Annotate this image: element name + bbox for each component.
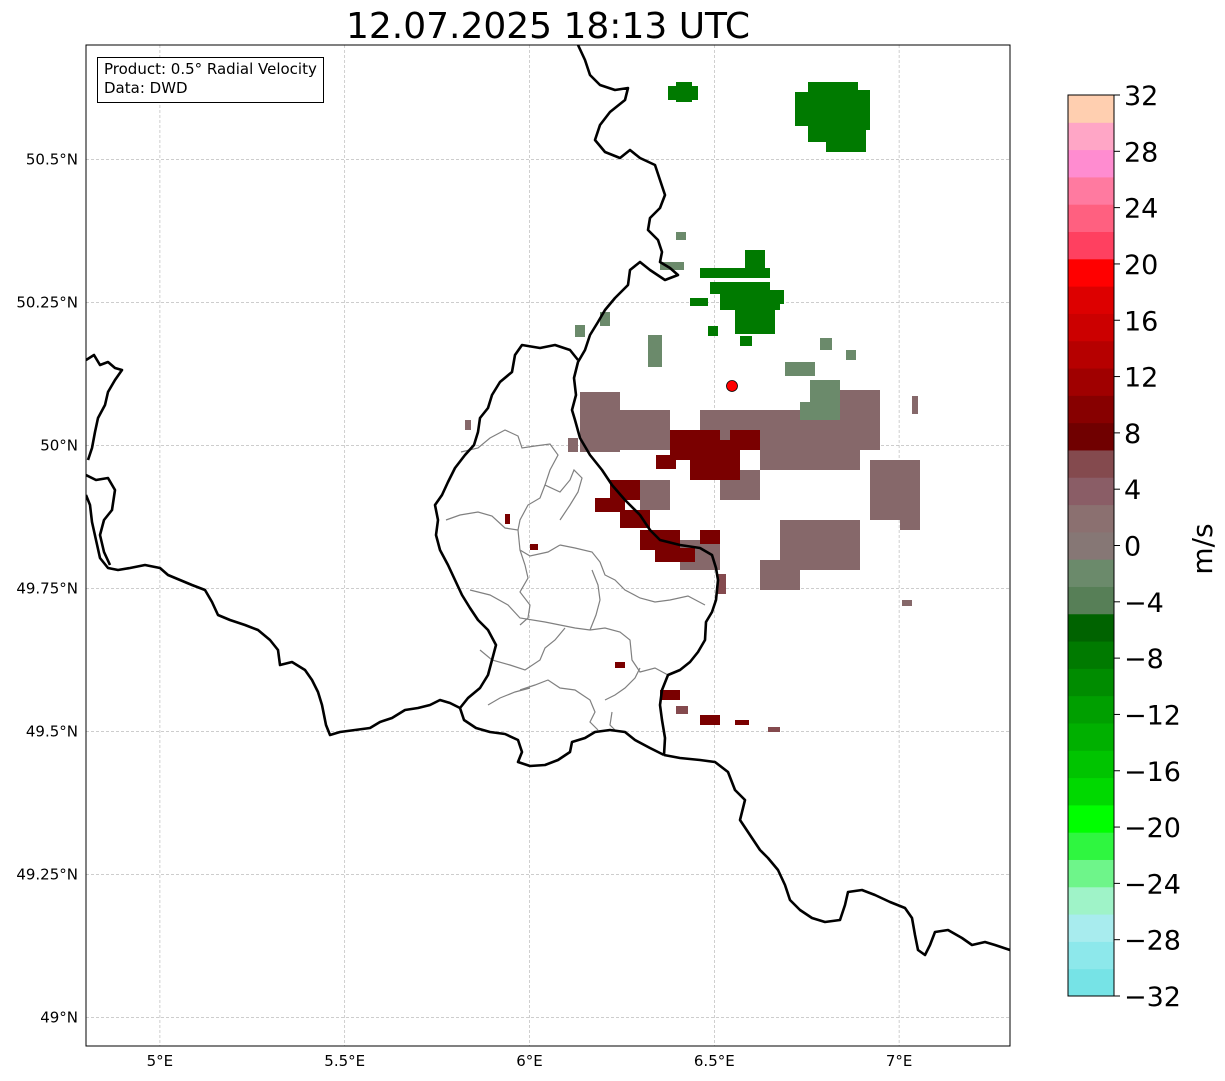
product-label: Product: 0.5° Radial Velocity (104, 60, 317, 78)
lon-tick-label: 6°E (516, 1052, 543, 1070)
colorbar-segment (1068, 531, 1114, 560)
colorbar-tick-label: 8 (1124, 419, 1141, 450)
colorbar-segment (1068, 750, 1114, 779)
lat-tick-label: 50.5°N (26, 150, 78, 168)
radar-site-marker (726, 380, 738, 392)
colorbar-segment (1068, 941, 1114, 970)
national-borders (86, 45, 1010, 957)
map-frame (85, 44, 1011, 1047)
lat-tick-label: 49°N (40, 1008, 78, 1026)
colorbar-segment (1068, 886, 1114, 915)
colorbar-segment (1068, 477, 1114, 506)
colorbar-tick-label: −12 (1124, 700, 1181, 731)
colorbar-tick-label: −4 (1124, 588, 1164, 619)
weak-inbound-echoes (575, 232, 856, 422)
colorbar-segment (1068, 832, 1114, 860)
colorbar-segment (1068, 641, 1114, 669)
inbound-echoes-north (668, 82, 870, 346)
velocity-echoes (465, 82, 920, 732)
colorbar-tick-label: 20 (1124, 250, 1158, 281)
colorbar-segment (1068, 968, 1114, 997)
colorbar-tick-label: 24 (1124, 194, 1158, 225)
lon-tick-label: 7°E (886, 1052, 913, 1070)
colorbar-segment (1068, 368, 1114, 396)
colorbar-segment (1068, 504, 1114, 533)
colorbar-tick-label: −28 (1124, 926, 1181, 957)
colorbar-segment (1068, 340, 1114, 369)
colorbar-segment (1068, 722, 1114, 751)
colorbar-tick-label: −24 (1124, 869, 1181, 900)
colorbar-tick-label: 4 (1124, 475, 1141, 506)
colorbar-tick-label: −8 (1124, 644, 1164, 675)
colorbar-segment (1068, 695, 1114, 724)
colorbar-segment (1068, 859, 1114, 888)
lat-tick-label: 49.75°N (16, 579, 78, 597)
colorbar-segment (1068, 777, 1114, 806)
strong-outbound-echoes (505, 430, 760, 725)
weak-outbound-echoes (465, 390, 920, 606)
lat-tick-label: 50°N (40, 436, 78, 454)
colorbar-segment (1068, 231, 1114, 260)
colorbar-ticks: −32 −28 −24 −20 −16 −12 −8 −4 0 4 8 12 16 20 24 28 32 (1114, 81, 1181, 1013)
tick-labels: 5°E 5.5°E 6°E 6.5°E 7°E 49°N 49.25°N 49.5°N 49.7… (16, 150, 912, 1070)
colorbar-segment (1068, 95, 1114, 123)
colorbar-segment (1068, 258, 1114, 287)
colorbar-segment (1068, 149, 1114, 178)
colorbar-segment (1068, 395, 1114, 424)
colorbar-segments (1068, 95, 1114, 997)
colorbar-segment (1068, 586, 1114, 615)
colorbar-tick-label: 12 (1124, 363, 1158, 394)
lat-tick-label: 49.5°N (26, 722, 78, 740)
colorbar-tick-label: −32 (1124, 982, 1181, 1013)
colorbar: −32 −28 −24 −20 −16 −12 −8 −4 0 4 8 12 16 20 24 28 32 m/… (1067, 81, 1219, 1013)
colorbar-tick-label: 16 (1124, 306, 1158, 337)
colorbar-segment (1068, 559, 1114, 587)
outbound-echoes-south (676, 574, 780, 732)
colorbar-tick-label: 32 (1124, 81, 1158, 112)
colorbar-segment (1068, 449, 1114, 478)
colorbar-tick-label: 28 (1124, 137, 1158, 168)
figure-title: 12.07.2025 18:13 UTC (346, 6, 750, 47)
colorbar-segment (1068, 122, 1114, 151)
map-background (86, 45, 1010, 1046)
colorbar-segment (1068, 286, 1114, 314)
colorbar-segment (1068, 313, 1114, 342)
lat-tick-label: 50.25°N (16, 293, 78, 311)
colorbar-segment (1068, 422, 1114, 451)
colorbar-segment (1068, 668, 1114, 697)
lon-tick-label: 5.5°E (324, 1052, 365, 1070)
colorbar-segment (1068, 914, 1114, 942)
lat-tick-label: 49.25°N (16, 865, 78, 883)
colorbar-label: m/s (1186, 523, 1219, 574)
lon-tick-label: 5°E (147, 1052, 174, 1070)
regional-borders (445, 429, 706, 731)
colorbar-tick-label: −20 (1124, 813, 1181, 844)
colorbar-segment (1068, 204, 1114, 233)
map-area: 5°E 5.5°E 6°E 6.5°E 7°E 49°N 49.25°N 49.5°N 49.7… (16, 44, 1011, 1070)
colorbar-tick-label: 0 (1124, 532, 1141, 563)
product-info-box: Product: 0.5° Radial Velocity Data: DWD (97, 57, 324, 103)
colorbar-segment (1068, 804, 1114, 833)
colorbar-segment (1068, 613, 1114, 642)
lon-tick-label: 6.5°E (694, 1052, 735, 1070)
data-source-label: Data: DWD (104, 79, 188, 97)
colorbar-tick-label: −16 (1124, 757, 1181, 788)
colorbar-segment (1068, 176, 1114, 205)
